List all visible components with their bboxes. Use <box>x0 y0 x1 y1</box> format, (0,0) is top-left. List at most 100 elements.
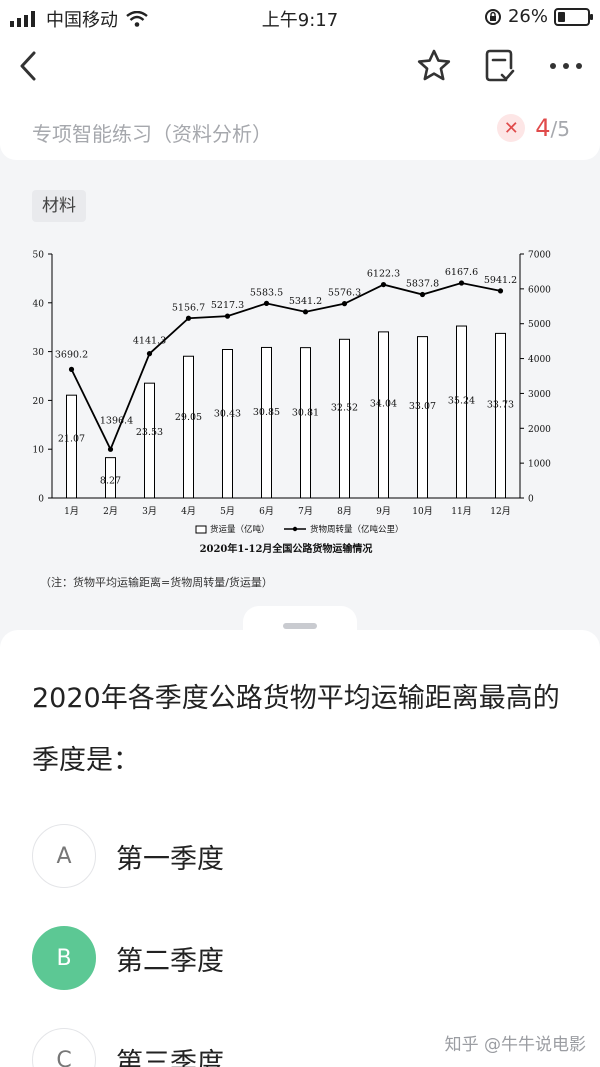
line-value-label: 4141.3 <box>133 336 166 347</box>
line-value-label: 5576.3 <box>328 288 361 299</box>
answer-sheet-button[interactable] <box>480 46 520 86</box>
bar-value-label: 23.53 <box>136 427 163 438</box>
option-letter: C <box>32 1028 96 1067</box>
practice-header: 专项智能练习（资料分析） ✕ 4/5 <box>0 98 600 160</box>
y-tick-label-right: 4000 <box>528 355 551 365</box>
battery-icon <box>554 7 593 26</box>
legend-line-label: 货物周转量（亿吨公里） <box>310 524 404 535</box>
option-label: 第一季度 <box>116 843 224 875</box>
y-tick-label-right: 3000 <box>528 390 551 400</box>
bar-value-label: 30.81 <box>292 407 319 418</box>
practice-title: 专项智能练习（资料分析） <box>32 122 272 146</box>
line-point <box>263 300 270 306</box>
more-icon <box>550 63 582 69</box>
status-bar: 中国移动 上午9:17 26% <box>0 0 600 34</box>
option-letter: A <box>32 824 96 888</box>
bar <box>300 347 311 499</box>
line-value-label: 3690.2 <box>55 349 88 360</box>
more-button[interactable] <box>546 46 586 86</box>
y-tick-label-right: 5000 <box>528 320 551 330</box>
bar-value-label: 8.27 <box>100 476 121 487</box>
line-point <box>458 280 465 286</box>
chart-title: 2020年1-12月全国公路货物运输情况 <box>200 542 373 555</box>
x-tick-label: 11月 <box>451 506 471 517</box>
total-questions: /5 <box>550 117 570 141</box>
bar-value-label: 32.52 <box>331 403 358 414</box>
bar <box>261 346 272 499</box>
option-b[interactable]: B 第二季度 <box>32 925 224 991</box>
legend-line-marker <box>292 526 298 532</box>
back-button[interactable] <box>12 44 48 88</box>
bar-value-label: 34.04 <box>370 399 397 410</box>
bar-value-label: 30.85 <box>253 407 280 418</box>
answer-sheet-icon <box>485 49 515 82</box>
y-tick-label-left: 0 <box>38 495 44 505</box>
x-tick-label: 7月 <box>298 506 313 517</box>
line-value-label: 6122.3 <box>367 269 400 280</box>
bar <box>495 332 506 499</box>
nav-actions <box>414 46 586 86</box>
bar-value-label: 35.24 <box>448 395 475 406</box>
option-a[interactable]: A 第一季度 <box>32 823 224 889</box>
bar-value-label: 21.07 <box>58 433 85 444</box>
y-tick-label-right: 0 <box>528 495 534 505</box>
x-tick-label: 10月 <box>412 506 432 517</box>
bar <box>66 394 77 499</box>
bar <box>144 382 155 499</box>
question-sheet <box>0 630 600 1067</box>
bar <box>378 331 389 499</box>
carrier-label: 中国移动 <box>46 10 118 31</box>
line-value-label: 5156.7 <box>172 302 205 313</box>
bar <box>183 355 194 499</box>
bar-value-label: 33.73 <box>487 399 514 410</box>
x-tick-label: 5月 <box>220 506 235 517</box>
battery-percent: 26% <box>507 6 548 27</box>
line-point <box>497 288 504 294</box>
option-label: 第二季度 <box>116 945 224 977</box>
y-tick-label-left: 50 <box>33 251 45 261</box>
drag-handle[interactable] <box>283 623 317 629</box>
line-value-label: 5941.2 <box>484 275 517 286</box>
bar-value-label: 30.43 <box>214 408 241 419</box>
bar-value-label: 29.05 <box>175 412 202 423</box>
line-value-label: 5837.8 <box>406 279 439 290</box>
chevron-left-icon <box>20 51 36 81</box>
option-label: 第三季度 <box>116 1047 224 1067</box>
orientation-lock-icon <box>484 8 501 25</box>
line-value-label: 5341.2 <box>289 296 322 307</box>
x-tick-label: 1月 <box>64 506 79 517</box>
y-tick-label-right: 2000 <box>528 425 551 435</box>
line-point <box>302 309 309 315</box>
wrong-icon: ✕ <box>497 114 526 142</box>
line-value-label: 5583.5 <box>250 287 283 298</box>
line-point <box>380 281 387 288</box>
line-series <box>70 282 501 452</box>
bar <box>339 338 350 499</box>
line-value-label: 5217.3 <box>211 300 244 311</box>
bar <box>222 349 233 499</box>
wifi-icon <box>126 11 148 27</box>
legend-bar-swatch <box>195 525 207 534</box>
bar-value-label: 33.07 <box>409 401 436 412</box>
y-tick-label-left: 20 <box>33 397 45 407</box>
x-tick-label: 6月 <box>259 506 274 517</box>
question-progress[interactable]: ✕ 4/5 <box>497 114 570 142</box>
line-point <box>107 446 114 452</box>
y-tick-label-left: 10 <box>33 446 45 456</box>
y-tick-label-left: 40 <box>33 299 45 309</box>
signal-icon <box>10 11 35 27</box>
star-icon <box>417 49 451 81</box>
line-point <box>224 313 231 319</box>
option-c[interactable]: C 第三季度 <box>32 1027 224 1067</box>
status-right: 26% <box>484 6 593 27</box>
y-tick-label-right: 1000 <box>528 460 551 470</box>
question-text: 2020年各季度公路货物平均运输距离最高的季度是： <box>32 683 560 776</box>
line-point <box>185 315 192 321</box>
x-tick-label: 12月 <box>490 506 510 517</box>
chart-container: 0 10 20 30 40 50 0 1000 2000 3000 4000 5000 6000 7000… <box>28 240 572 570</box>
x-tick-label: 2月 <box>103 506 118 517</box>
favorite-button[interactable] <box>414 46 454 86</box>
watermark: 知乎 @牛牛说电影 <box>444 1035 586 1055</box>
option-letter: B <box>32 926 96 990</box>
